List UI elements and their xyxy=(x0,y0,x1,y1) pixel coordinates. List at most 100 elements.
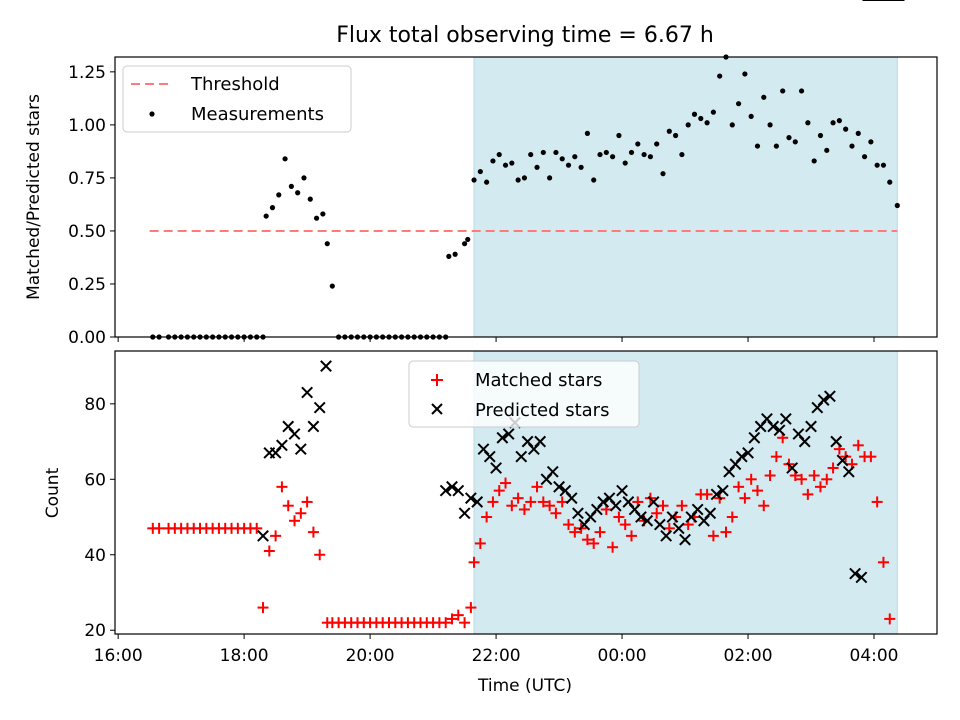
predicted-star-point xyxy=(748,431,761,444)
x-axis-label: Time (UTC) xyxy=(477,676,572,696)
matched-star-point xyxy=(764,470,776,482)
measurement-point xyxy=(622,160,628,166)
measurement-point xyxy=(484,179,490,185)
bottom-y-tick-label: 80 xyxy=(84,395,106,415)
matched-star-point xyxy=(544,500,556,512)
measurements-series xyxy=(150,54,900,340)
measurement-point xyxy=(477,168,483,175)
bottom-x-axis: 16:00 18:00 20:00 22:00 00:00 02:00 04:00 xyxy=(94,634,899,666)
predicted-star-point xyxy=(798,435,811,448)
measurement-point xyxy=(654,141,660,147)
measurement-point xyxy=(717,73,723,79)
matched-star-point xyxy=(594,526,606,538)
bottom-panel: 20 40 60 80 16:00 18:00 20:00 22:00 00:00 02:00 0… xyxy=(43,0,938,696)
matched-star-point xyxy=(802,488,814,500)
measurement-point xyxy=(761,94,767,100)
measurement-point xyxy=(610,154,616,160)
measurement-point xyxy=(691,111,698,117)
matched-star-point xyxy=(518,503,530,515)
measurement-point xyxy=(288,183,294,189)
matched-star-point xyxy=(739,492,751,504)
measurement-point xyxy=(735,101,742,107)
predicted-star-point xyxy=(710,488,723,501)
measurement-point xyxy=(282,156,288,162)
top-plot-frame xyxy=(114,56,938,338)
matched-star-point xyxy=(770,451,782,463)
predicted-star-point xyxy=(452,484,465,497)
measurement-point xyxy=(666,128,672,134)
measurement-point xyxy=(887,179,893,185)
predicted-star-point xyxy=(471,496,484,508)
measurement-point xyxy=(597,151,603,158)
matched-star-point xyxy=(481,511,493,523)
measurement-point xyxy=(263,213,269,219)
measurement-point xyxy=(496,151,502,158)
chart-title: Flux total observing time = 6.67 h xyxy=(336,23,714,48)
legend-threshold-label: Threshold xyxy=(190,74,280,95)
measurement-point xyxy=(868,139,874,145)
measurement-point xyxy=(824,147,830,153)
measurement-point xyxy=(490,158,496,164)
measurement-point xyxy=(471,177,477,183)
predicted-star-point xyxy=(660,529,673,542)
top-y-tick-label: 0.75 xyxy=(68,169,106,189)
measurement-point xyxy=(798,88,805,94)
measurement-point xyxy=(547,175,553,181)
measurement-point xyxy=(742,71,748,77)
matched-star-point xyxy=(474,537,486,549)
matched-star-point xyxy=(251,522,263,534)
top-y-axis-label: Matched/Predicted stars xyxy=(24,94,44,300)
measurement-point xyxy=(301,175,307,181)
measurement-point xyxy=(329,283,335,289)
matched-star-point xyxy=(289,515,301,527)
measurement-point xyxy=(792,139,798,145)
predicted-star-point xyxy=(767,420,780,433)
measurement-point xyxy=(540,149,546,156)
matched-star-point xyxy=(676,500,688,512)
predicted-star-point xyxy=(716,484,729,497)
measurement-point xyxy=(534,164,540,170)
matched-star-point xyxy=(701,488,713,500)
measurement-point xyxy=(647,154,654,160)
top-y-tick-label: 1.25 xyxy=(68,63,106,83)
predicted-star-point xyxy=(786,462,799,474)
measurement-point xyxy=(559,156,565,162)
matched-star-point xyxy=(720,526,732,538)
predicted-star-point xyxy=(779,413,792,425)
matched-star-point xyxy=(657,500,669,512)
bottom-x-tick-label: 20:00 xyxy=(346,646,395,666)
matched-star-point xyxy=(796,473,808,485)
matched-star-point xyxy=(733,481,745,493)
matched-star-point xyxy=(877,556,889,568)
measurement-point xyxy=(836,118,842,124)
measurement-point xyxy=(307,196,313,202)
predicted-star-point xyxy=(597,496,610,508)
measurement-point xyxy=(269,205,276,211)
measurement-point xyxy=(748,113,754,119)
matched-star-point xyxy=(276,481,288,493)
matched-star-point xyxy=(487,496,499,508)
measurement-point xyxy=(843,126,849,132)
predicted-star-point xyxy=(446,480,458,493)
legend-predicted-label: Predicted stars xyxy=(475,400,609,421)
predicted-star-point xyxy=(307,420,320,433)
measurement-point xyxy=(591,177,597,183)
matched-star-point xyxy=(563,519,575,531)
top-x-ticks xyxy=(117,337,875,342)
matched-star-point xyxy=(865,451,877,463)
predicted-star-point xyxy=(483,450,496,463)
measurement-point xyxy=(515,177,521,183)
measurement-point xyxy=(710,109,716,115)
predicted-star-point xyxy=(849,567,862,580)
matched-star-point xyxy=(651,507,663,519)
bottom-plot-frame xyxy=(114,350,938,635)
predicted-star-point xyxy=(502,428,515,440)
measurement-point xyxy=(679,151,685,158)
measurement-point xyxy=(509,160,515,166)
predicted-star-point xyxy=(647,496,660,508)
predicted-star-point xyxy=(742,446,754,459)
predicted-star-point xyxy=(773,424,786,437)
measurement-point xyxy=(572,154,578,160)
matched-star-point xyxy=(726,511,738,523)
